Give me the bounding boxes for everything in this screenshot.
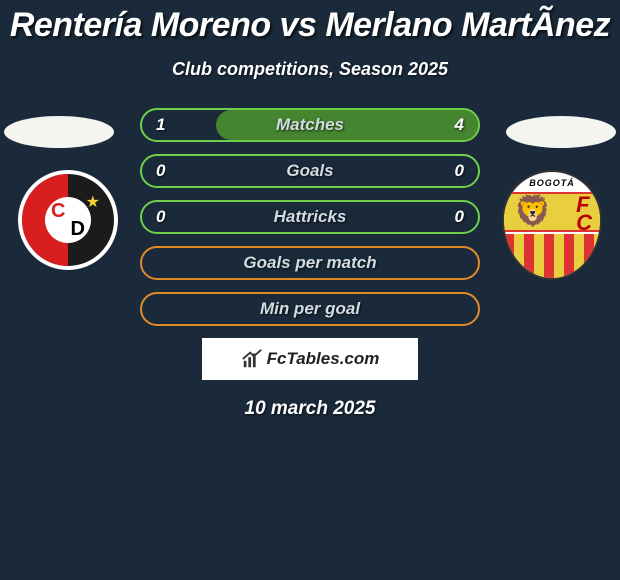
page-title: Rentería Moreno vs Merlano MartÃ­nez [0, 0, 620, 45]
stat-value-left: 0 [156, 161, 165, 181]
player-photo-left [4, 116, 114, 148]
crest-top-text: BOGOTÁ [529, 178, 575, 188]
stat-bar: Min per goal [140, 292, 480, 326]
club-crest-right: BOGOTÁ 🦁 FC [502, 170, 602, 280]
brand-text: FcTables.com [267, 349, 380, 369]
stat-bar: 0 Hattricks 0 [140, 200, 480, 234]
stat-label: Hattricks [274, 207, 347, 227]
stat-bar: 0 Goals 0 [140, 154, 480, 188]
stat-value-left: 1 [156, 115, 165, 135]
stat-bars: 1 Matches 4 0 Goals 0 0 Hattricks 0 Goals per mat… [140, 108, 480, 326]
stat-bar: Goals per match [140, 246, 480, 280]
stat-value-right: 0 [455, 207, 464, 227]
stat-value-right: 0 [455, 161, 464, 181]
stat-label: Min per goal [260, 299, 360, 319]
stat-bar-fill [216, 110, 478, 140]
brand-watermark: FcTables.com [202, 338, 418, 380]
stat-value-right: 4 [455, 115, 464, 135]
stat-bar: 1 Matches 4 [140, 108, 480, 142]
club-crest-left: ★ CD [18, 170, 118, 270]
stat-label: Matches [276, 115, 344, 135]
player-photo-right [506, 116, 616, 148]
crest-fc: FC [576, 196, 592, 231]
subtitle: Club competitions, Season 2025 [0, 59, 620, 80]
chart-icon [241, 348, 263, 370]
stat-label: Goals per match [243, 253, 376, 273]
crest-letters: CD [45, 197, 91, 243]
date-text: 10 march 2025 [0, 398, 620, 420]
comparison-content: ★ CD BOGOTÁ 🦁 FC 1 Matches 4 0 Goals 0 0 Hattri… [0, 108, 620, 420]
stat-label: Goals [286, 161, 333, 181]
stat-value-left: 0 [156, 207, 165, 227]
lion-icon: 🦁 [514, 194, 551, 229]
